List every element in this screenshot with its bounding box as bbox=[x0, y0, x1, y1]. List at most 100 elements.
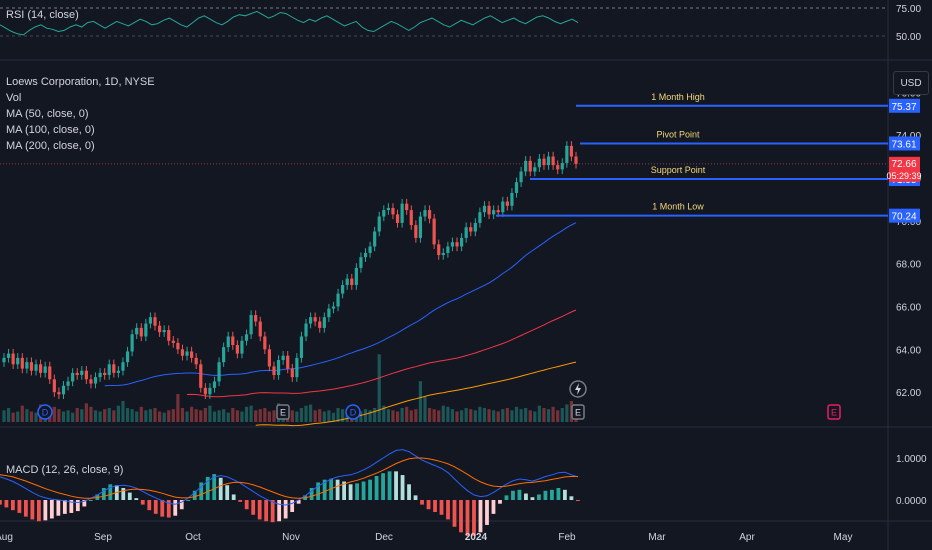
candle-body bbox=[551, 156, 555, 166]
macd-histogram-bar bbox=[472, 500, 476, 537]
candle-body bbox=[162, 330, 166, 333]
candle-body bbox=[446, 246, 450, 253]
candle-body bbox=[139, 327, 143, 337]
candle-body bbox=[226, 336, 230, 348]
macd-histogram-bar bbox=[283, 500, 288, 519]
time-tick-label: Oct bbox=[185, 532, 201, 543]
time-tick-label: Apr bbox=[739, 532, 755, 543]
time-tick-label: Mar bbox=[648, 532, 666, 543]
volume-bar bbox=[528, 410, 532, 422]
candle-body bbox=[267, 349, 272, 367]
volume-bar bbox=[212, 411, 217, 422]
macd-histogram-bar bbox=[205, 476, 210, 500]
dividend-icon bbox=[37, 404, 53, 420]
level-label: 1 Month High bbox=[651, 92, 705, 102]
candle-body bbox=[492, 210, 496, 215]
price-tick-label: 64.00 bbox=[896, 345, 921, 356]
volume-bar bbox=[75, 408, 79, 422]
volume-bar bbox=[20, 405, 24, 422]
ma100-label[interactable]: MA (100, close, 0) bbox=[6, 124, 95, 136]
macd-histogram-bar bbox=[413, 495, 418, 500]
candle-body bbox=[157, 325, 162, 333]
candle-body bbox=[354, 267, 358, 286]
candle-body bbox=[290, 368, 294, 378]
candle-body bbox=[560, 162, 564, 170]
macd-histogram-bar bbox=[121, 487, 126, 500]
macd-histogram-bar bbox=[517, 489, 522, 500]
level-price-label: 75.37 bbox=[891, 102, 916, 113]
volume-bar bbox=[16, 411, 20, 422]
candle-body bbox=[98, 372, 102, 378]
candle-body bbox=[222, 347, 226, 363]
macd-histogram-bar bbox=[147, 500, 152, 511]
candle-body bbox=[450, 242, 455, 247]
macd-histogram-bar bbox=[192, 490, 197, 500]
candle-body bbox=[254, 315, 258, 322]
volume-bar bbox=[112, 410, 116, 422]
currency-button[interactable]: USD bbox=[893, 71, 929, 95]
rsi-tick-label: 75.00 bbox=[896, 4, 921, 15]
volume-bar bbox=[240, 411, 244, 422]
vol-label[interactable]: Vol bbox=[6, 92, 22, 104]
volume-bar bbox=[89, 406, 93, 422]
volume-bar bbox=[341, 409, 345, 422]
dividend-glyph: D bbox=[350, 408, 357, 418]
rsi-label[interactable]: RSI (14, close) bbox=[6, 9, 79, 21]
candle-body bbox=[341, 285, 345, 294]
macd-histogram-bar bbox=[387, 471, 392, 500]
candle-body bbox=[423, 210, 427, 217]
time-tick-label: Aug bbox=[0, 532, 13, 543]
macd-histogram-bar bbox=[0, 500, 2, 505]
candle-body bbox=[546, 156, 551, 166]
volume-bar bbox=[139, 406, 143, 422]
macd-histogram-bar bbox=[270, 500, 275, 523]
level-price-tag bbox=[889, 98, 920, 113]
macd-histogram-bar bbox=[361, 481, 366, 500]
volume-bar bbox=[473, 410, 477, 422]
candle-body bbox=[514, 182, 519, 193]
volume-bar bbox=[226, 412, 230, 422]
time-tick-label: Sep bbox=[94, 532, 112, 543]
symbol-title[interactable]: Loews Corporation, 1D, NYSE bbox=[6, 76, 155, 88]
volume-bar bbox=[501, 409, 505, 422]
macd-label[interactable]: MACD (12, 26, close, 9) bbox=[6, 464, 124, 476]
candle-body bbox=[57, 392, 61, 395]
candle-body bbox=[125, 351, 130, 363]
macd-histogram-bar bbox=[394, 471, 398, 500]
macd-histogram-bar bbox=[342, 481, 347, 500]
volume-bar bbox=[84, 403, 88, 422]
macd-histogram-bar bbox=[355, 483, 359, 500]
candle-body bbox=[496, 210, 500, 213]
macd-histogram-bar bbox=[426, 500, 431, 510]
candle-body bbox=[180, 349, 185, 356]
ma100-line bbox=[186, 309, 577, 398]
macd-histogram-bar bbox=[4, 500, 9, 508]
candle-body bbox=[66, 381, 70, 386]
candle-body bbox=[135, 327, 139, 335]
ma200-label[interactable]: MA (200, close, 0) bbox=[6, 140, 95, 152]
volume-bar bbox=[57, 409, 61, 422]
macd-tick-label: 1.0000 bbox=[896, 454, 927, 465]
candle-body bbox=[171, 340, 175, 343]
macd-histogram-bar bbox=[485, 500, 489, 525]
ma50-label[interactable]: MA (50, close, 0) bbox=[6, 108, 89, 120]
candle-body bbox=[510, 192, 514, 206]
volume-bar bbox=[254, 410, 258, 422]
candle-body bbox=[116, 370, 120, 373]
macd-histogram-bar bbox=[101, 487, 106, 500]
volume-bar bbox=[395, 411, 400, 422]
macd-histogram-bar bbox=[569, 496, 574, 500]
macd-histogram-bar bbox=[166, 500, 171, 518]
volume-bar bbox=[496, 411, 500, 422]
volume-bar bbox=[487, 409, 491, 422]
macd-histogram-bar bbox=[186, 500, 191, 501]
volume-bar bbox=[327, 410, 331, 422]
ma200-line bbox=[255, 361, 577, 427]
macd-histogram-bar bbox=[420, 500, 424, 505]
volume-bar bbox=[565, 404, 569, 422]
candle-body bbox=[130, 334, 134, 352]
volume-bar bbox=[203, 408, 207, 422]
volume-bar bbox=[308, 404, 313, 422]
candle-body bbox=[524, 160, 528, 172]
